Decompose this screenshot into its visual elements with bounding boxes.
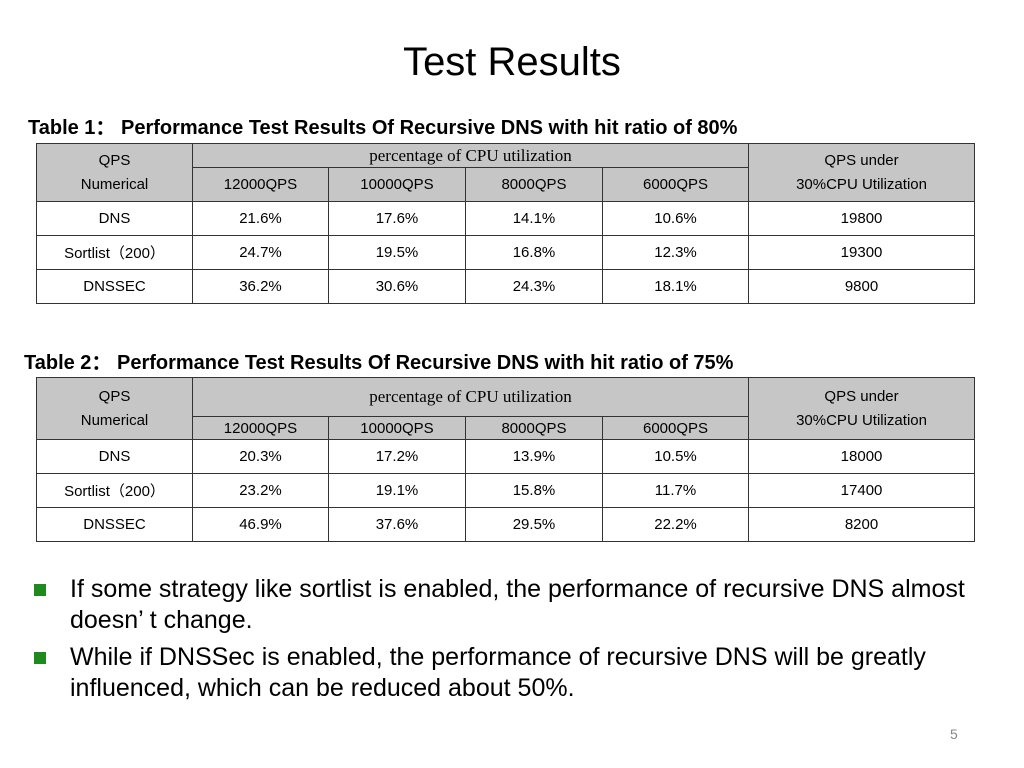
table-cell: 10.5% bbox=[601, 439, 750, 474]
table1: QPS Numerical percentage of CPU utilizat… bbox=[36, 143, 976, 304]
table1-col-header: 8000QPS bbox=[465, 167, 603, 202]
table-cell: 15.8% bbox=[465, 473, 603, 508]
table1-header-cpu: percentage of CPU utilization bbox=[191, 143, 750, 168]
table-cell: 24.7% bbox=[192, 235, 329, 270]
table-cell: 17400 bbox=[748, 473, 976, 508]
table-cell: 20.3% bbox=[192, 439, 329, 474]
table2-col-header: 10000QPS bbox=[328, 416, 466, 440]
table1-header-qps-line2: Numerical bbox=[80, 175, 149, 193]
slide-title: Test Results bbox=[403, 40, 621, 84]
row-label: DNSSEC bbox=[36, 507, 193, 542]
table-row: DNSSEC 46.9% 37.6% 29.5% 22.2% 8200 bbox=[36, 507, 976, 542]
square-bullet-icon bbox=[34, 652, 46, 664]
list-item: While if DNSSec is enabled, the performa… bbox=[34, 642, 984, 704]
bullet-text: While if DNSSec is enabled, the performa… bbox=[70, 643, 926, 702]
table-cell: 17.2% bbox=[328, 439, 466, 474]
table1-header-under-line2: 30%CPU Utilization bbox=[796, 175, 927, 193]
table-cell: 46.9% bbox=[192, 507, 329, 542]
table-cell: 17.6% bbox=[328, 201, 466, 236]
table-cell: 21.6% bbox=[192, 201, 329, 236]
table2-header-qps-line2: Numerical bbox=[80, 411, 149, 429]
table1-header-qps-under: QPS under 30%CPU Utilization bbox=[748, 143, 976, 202]
square-bullet-icon bbox=[34, 584, 46, 596]
row-label: DNS bbox=[36, 439, 193, 474]
row-label: DNS bbox=[36, 201, 193, 236]
table2-caption: Table 2： Performance Test Results Of Rec… bbox=[24, 352, 734, 374]
table-cell: 19.1% bbox=[328, 473, 466, 508]
table-cell: 11.7% bbox=[601, 473, 750, 508]
table2-col-header: 12000QPS bbox=[192, 416, 329, 440]
page-number: 5 bbox=[950, 726, 958, 742]
table-cell: 29.5% bbox=[465, 507, 603, 542]
table-cell: 10.6% bbox=[601, 201, 750, 236]
table-cell: 18.1% bbox=[601, 269, 750, 304]
table-cell: 18000 bbox=[748, 439, 976, 474]
table-cell: 30.6% bbox=[328, 269, 466, 304]
row-label: Sortlist（200） bbox=[36, 235, 193, 270]
table-cell: 19300 bbox=[748, 235, 976, 270]
table-cell: 23.2% bbox=[192, 473, 329, 508]
table1-col-header: 10000QPS bbox=[328, 167, 466, 202]
table2-header-cpu: percentage of CPU utilization bbox=[191, 377, 750, 417]
table-cell: 9800 bbox=[748, 269, 976, 304]
table-cell: 19.5% bbox=[328, 235, 466, 270]
table-cell: 8200 bbox=[748, 507, 976, 542]
list-item: If some strategy like sortlist is enable… bbox=[34, 574, 984, 636]
table-cell: 16.8% bbox=[465, 235, 603, 270]
table-cell: 19800 bbox=[748, 201, 976, 236]
table-row: DNS 21.6% 17.6% 14.1% 10.6% 19800 bbox=[36, 201, 976, 236]
table-cell: 22.2% bbox=[601, 507, 750, 542]
table2-header-qps-under: QPS under 30%CPU Utilization bbox=[748, 377, 976, 440]
row-label: DNSSEC bbox=[36, 269, 193, 304]
table1-header-qps: QPS Numerical bbox=[36, 143, 193, 202]
table-row: DNSSEC 36.2% 30.6% 24.3% 18.1% 9800 bbox=[36, 269, 976, 304]
table1-col-header: 6000QPS bbox=[601, 167, 750, 202]
table-cell: 36.2% bbox=[192, 269, 329, 304]
table1-col-header: 12000QPS bbox=[192, 167, 329, 202]
table-cell: 37.6% bbox=[328, 507, 466, 542]
table-cell: 13.9% bbox=[465, 439, 603, 474]
table2: QPS Numerical percentage of CPU utilizat… bbox=[36, 377, 976, 542]
table-cell: 24.3% bbox=[465, 269, 603, 304]
table-row: DNS 20.3% 17.2% 13.9% 10.5% 18000 bbox=[36, 439, 976, 474]
table2-header-under-line1: QPS under bbox=[824, 387, 899, 405]
bullet-list: If some strategy like sortlist is enable… bbox=[34, 574, 984, 710]
table1-header-qps-line1: QPS bbox=[98, 151, 131, 169]
table-cell: 14.1% bbox=[465, 201, 603, 236]
table-cell: 12.3% bbox=[601, 235, 750, 270]
table2-col-header: 6000QPS bbox=[601, 416, 750, 440]
table-row: Sortlist（200） 24.7% 19.5% 16.8% 12.3% 19… bbox=[36, 235, 976, 270]
table2-col-header: 8000QPS bbox=[465, 416, 603, 440]
table2-header-under-line2: 30%CPU Utilization bbox=[796, 411, 927, 429]
table2-header-qps-line1: QPS bbox=[98, 387, 131, 405]
table1-caption: Table 1： Performance Test Results Of Rec… bbox=[28, 117, 738, 139]
row-label: Sortlist（200） bbox=[36, 473, 193, 508]
table1-header-under-line1: QPS under bbox=[824, 151, 899, 169]
bullet-text: If some strategy like sortlist is enable… bbox=[70, 575, 965, 634]
table2-header-qps: QPS Numerical bbox=[36, 377, 193, 440]
table-row: Sortlist（200） 23.2% 19.1% 15.8% 11.7% 17… bbox=[36, 473, 976, 508]
